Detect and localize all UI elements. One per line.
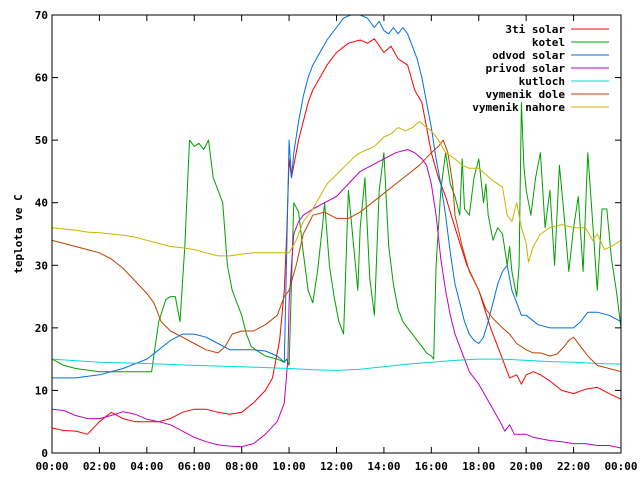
series-line-privod-solar — [52, 149, 621, 449]
x-tick-label: 02:00 — [83, 460, 116, 473]
y-tick-label: 10 — [35, 384, 48, 397]
x-tick-label: 14:00 — [367, 460, 400, 473]
y-tick-label: 0 — [41, 447, 48, 460]
ticks-layer: 00:00 02:00 04:00 06:00 08:00 10:00 12:00 14:00… — [35, 9, 638, 473]
x-tick-label: 18:00 — [462, 460, 495, 473]
legend-label-3ti-solar: 3ti solar — [505, 23, 565, 36]
y-tick-label: 50 — [35, 134, 48, 147]
x-tick-label: 00:00 — [604, 460, 637, 473]
series-line-kutloch — [52, 358, 621, 371]
y-tick-label: 20 — [35, 322, 48, 335]
y-tick-label: 70 — [35, 9, 48, 22]
y-tick-label: 30 — [35, 259, 48, 272]
x-tick-label: 00:00 — [35, 460, 68, 473]
series-line-odvod-solar — [52, 15, 621, 379]
legend-label-kutloch: kutloch — [519, 75, 565, 88]
x-tick-label: 10:00 — [273, 460, 306, 473]
legend-label-vymenik-nahore: vymenik nahore — [472, 101, 565, 114]
series-line-vymenik-nahore — [52, 120, 621, 263]
legend-label-odvod-solar: odvod solar — [492, 49, 565, 62]
y-tick-label: 60 — [35, 72, 48, 85]
x-tick-label: 20:00 — [510, 460, 543, 473]
x-tick-label: 04:00 — [130, 460, 163, 473]
x-tick-label: 12:00 — [320, 460, 353, 473]
legend-label-privod-solar: privod solar — [486, 62, 566, 75]
series-line-kotel — [52, 102, 621, 373]
x-tick-label: 06:00 — [178, 460, 211, 473]
series-line-3ti-solar — [52, 38, 621, 435]
x-tick-label: 22:00 — [557, 460, 590, 473]
x-tick-label: 08:00 — [225, 460, 258, 473]
series-line-vymenik-dole — [52, 139, 621, 373]
legend-label-kotel: kotel — [532, 36, 565, 49]
y-tick-label: 40 — [35, 197, 48, 210]
series-layer — [52, 15, 621, 449]
y-axis-label: teplota ve C — [12, 194, 25, 273]
x-tick-label: 16:00 — [415, 460, 448, 473]
legend-label-vymenik-dole: vymenik dole — [486, 88, 566, 101]
plot-frame — [51, 14, 622, 454]
